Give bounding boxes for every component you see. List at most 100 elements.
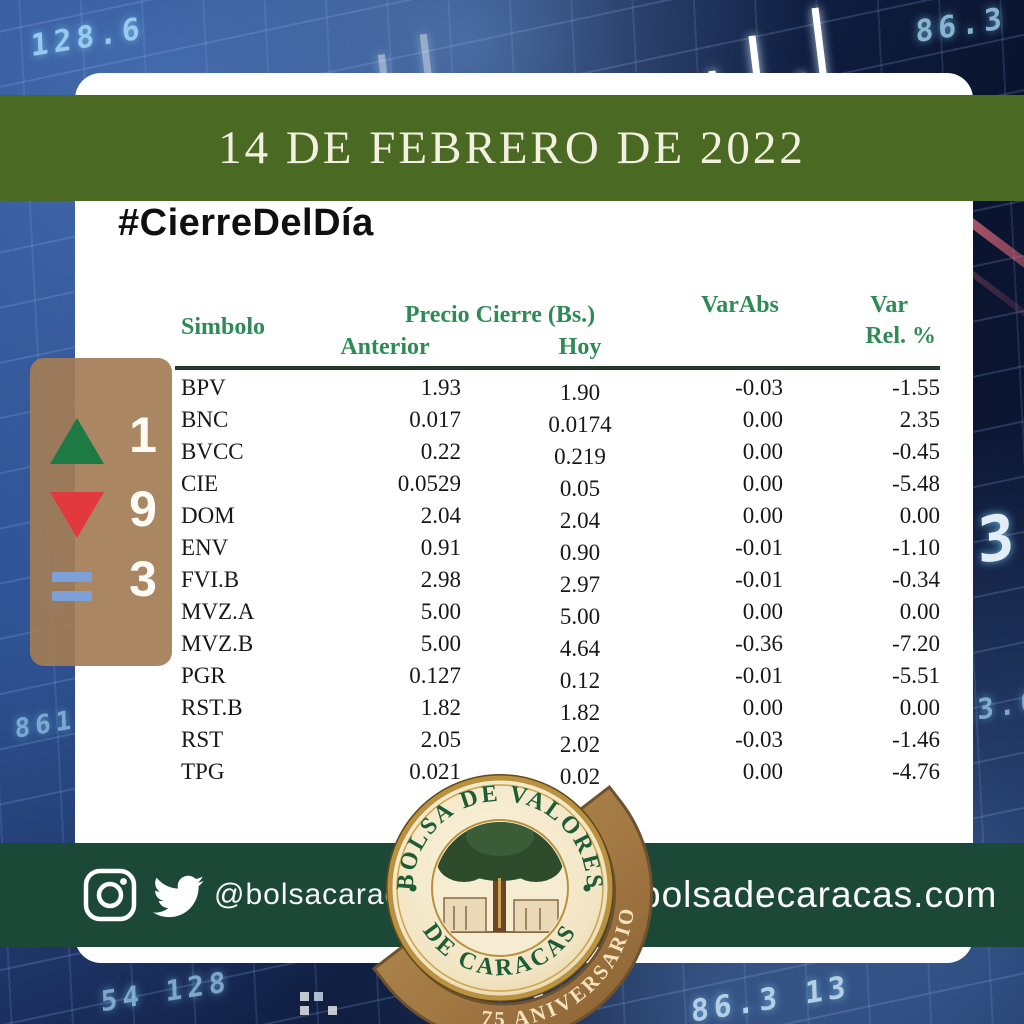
table-row: BVCC 0.22 0.219 0.00 -0.45 [175, 436, 940, 469]
cell-symbol: MVZ.B [181, 631, 254, 656]
cell-var-abs: 0.00 [742, 439, 783, 464]
cell-anterior: 0.021 [409, 759, 461, 784]
cell-var-abs: -0.36 [735, 631, 783, 656]
website-link[interactable]: bolsadecaracas.com [640, 874, 998, 915]
table-row: CIE 0.0529 0.05 0.00 -5.48 [175, 468, 940, 501]
cell-var-rel: -1.55 [892, 375, 940, 400]
cell-anterior: 5.00 [420, 599, 461, 624]
cell-var-abs: -0.01 [735, 567, 783, 592]
cell-symbol: BNC [181, 407, 229, 432]
cell-hoy: 0.219 [554, 444, 606, 469]
cell-anterior: 0.91 [420, 535, 461, 560]
table-row: PGR 0.127 0.12 -0.01 -5.51 [175, 660, 940, 693]
table-header-rule [175, 366, 940, 370]
col-simbolo: Simbolo [181, 314, 266, 340]
cell-hoy: 0.0174 [548, 412, 612, 437]
twitter-icon[interactable] [148, 873, 206, 923]
hashtag-title: #CierreDelDía [118, 202, 374, 244]
cell-var-abs: -0.03 [735, 375, 783, 400]
equal-count: 3 [129, 551, 157, 607]
cell-var-rel: 2.35 [899, 407, 940, 432]
cell-hoy: 0.12 [559, 668, 601, 693]
equals-icon [52, 572, 92, 610]
bolsa-de-caracas-seal: 75 ANIVERSARIO BOLSA DE VALORES [371, 774, 654, 1024]
cell-hoy: 4.64 [559, 636, 601, 661]
cell-symbol: TPG [181, 759, 225, 784]
cell-var-rel: 0.00 [899, 503, 940, 528]
down-triangle-icon [50, 492, 104, 538]
cell-var-abs: 0.00 [742, 759, 783, 784]
cell-symbol: BPV [181, 375, 226, 400]
cell-symbol: ENV [181, 535, 229, 560]
table-row: BPV 1.93 1.90 -0.03 -1.55 [175, 372, 940, 405]
cell-var-abs: 0.00 [742, 471, 783, 496]
seal-tree-emblem [436, 822, 564, 933]
cell-symbol: MVZ.A [181, 599, 255, 624]
cell-anterior: 0.22 [420, 439, 461, 464]
table-row: ENV 0.91 0.90 -0.01 -1.10 [175, 532, 940, 565]
cell-var-abs: -0.01 [735, 663, 783, 688]
table-row: DOM 2.04 2.04 0.00 0.00 [175, 500, 940, 533]
cell-var-abs: 0.00 [742, 695, 783, 720]
col-var-rel: Var Rel. % [865, 292, 936, 349]
variation-summary-panel: 1 9 3 [30, 358, 172, 666]
table-row: BNC 0.017 0.0174 0.00 2.35 [175, 404, 940, 437]
cell-var-abs: -0.01 [735, 535, 783, 560]
col-hoy: Hoy [558, 334, 602, 360]
col-anterior: Anterior [340, 334, 430, 360]
cell-anterior: 1.93 [420, 375, 461, 400]
cell-var-abs: 0.00 [742, 599, 783, 624]
cell-anterior: 5.00 [420, 631, 461, 656]
cell-symbol: PGR [181, 663, 226, 688]
cell-hoy: 0.05 [559, 476, 601, 501]
table-body: BPV 1.93 1.90 -0.03 -1.55 BNC 0.017 0.01… [175, 372, 940, 789]
cell-hoy: 2.04 [559, 508, 601, 533]
cell-hoy: 5.00 [559, 604, 601, 629]
col-precio-cierre: Precio Cierre (Bs.) [404, 302, 596, 328]
cell-hoy: 1.82 [559, 700, 601, 725]
table-row: RST.B 1.82 1.82 0.00 0.00 [175, 692, 940, 725]
cell-var-abs: -0.03 [735, 727, 783, 752]
table-row: MVZ.A 5.00 5.00 0.00 0.00 [175, 596, 940, 629]
cell-anterior: 2.04 [420, 503, 461, 528]
table-row: RST 2.05 2.02 -0.03 -1.46 [175, 724, 940, 757]
cell-anterior: 0.0529 [397, 471, 461, 496]
up-count: 1 [129, 407, 157, 463]
closing-prices-table: Simbolo Precio Cierre (Bs.) Anterior Hoy… [175, 290, 940, 789]
cell-var-abs: 0.00 [742, 407, 783, 432]
cell-var-rel: 0.00 [899, 695, 940, 720]
pixel-cluster [300, 992, 309, 1001]
cell-symbol: FVI.B [181, 567, 240, 592]
cell-var-rel: 0.00 [899, 599, 940, 624]
cell-symbol: RST.B [181, 695, 243, 720]
cell-symbol: BVCC [181, 439, 244, 464]
cell-var-rel: -0.34 [892, 567, 940, 592]
date-title: 14 DE FEBRERO DE 2022 [218, 122, 806, 174]
cell-var-rel: -5.48 [892, 471, 940, 496]
cell-var-rel: -1.46 [892, 727, 940, 752]
cell-var-abs: 0.00 [742, 503, 783, 528]
cell-anterior: 2.98 [420, 567, 461, 592]
cell-anterior: 0.017 [409, 407, 461, 432]
cell-hoy: 1.90 [559, 380, 601, 405]
table-row: MVZ.B 5.00 4.64 -0.36 -7.20 [175, 628, 940, 661]
cell-hoy: 2.02 [559, 732, 601, 757]
table-row: FVI.B 2.98 2.97 -0.01 -0.34 [175, 564, 940, 597]
col-var-abs: VarAbs [701, 292, 779, 318]
table-header: Simbolo Precio Cierre (Bs.) Anterior Hoy… [175, 290, 940, 366]
cell-var-rel: -4.76 [892, 759, 940, 784]
date-banner: 14 DE FEBRERO DE 2022 [0, 95, 1024, 201]
cell-symbol: DOM [181, 503, 235, 528]
cell-hoy: 0.90 [559, 540, 601, 565]
cell-symbol: RST [181, 727, 224, 752]
cell-var-rel: -0.45 [892, 439, 940, 464]
cell-anterior: 1.82 [420, 695, 461, 720]
cell-symbol: CIE [181, 471, 219, 496]
cell-anterior: 0.127 [409, 663, 461, 688]
cell-var-rel: -7.20 [892, 631, 940, 656]
cell-hoy: 2.97 [559, 572, 601, 597]
instagram-icon[interactable] [82, 867, 138, 923]
cell-var-rel: -1.10 [892, 535, 940, 560]
table-row: TPG 0.021 0.02 0.00 -4.76 [175, 756, 940, 789]
